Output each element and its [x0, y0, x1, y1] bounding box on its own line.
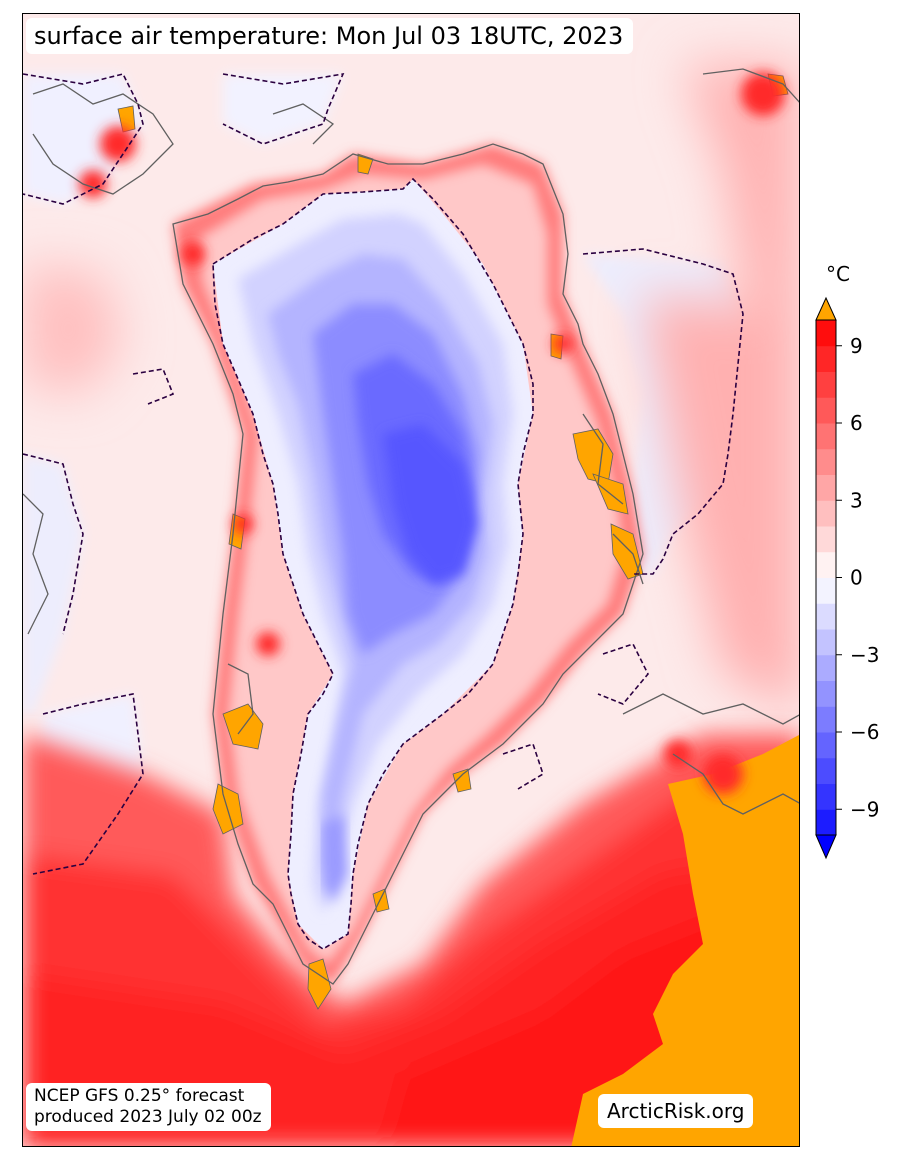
colorbar-unit: °C	[826, 262, 850, 286]
colorbar-band	[816, 500, 836, 527]
colorbar-band	[816, 680, 836, 707]
zero-contours	[23, 72, 744, 950]
colorbar-band	[816, 654, 836, 681]
colorbar-band	[816, 526, 836, 553]
colorbar-band	[816, 448, 836, 475]
colorbar-tick-label: 0	[850, 566, 863, 590]
temperature-map	[23, 14, 799, 1146]
colorbar-tick-label: −6	[850, 720, 879, 744]
colorbar-band	[816, 706, 836, 733]
atlantic-warm-band	[23, 734, 799, 1146]
map-title-text: surface air temperature: Mon Jul 03 18UT…	[34, 22, 624, 50]
colorbar-band	[816, 371, 836, 398]
colorbar-band	[816, 551, 836, 578]
ice-sheet	[213, 179, 533, 949]
colorbar-band	[816, 423, 836, 450]
source-line-2: produced 2023 July 02 00z	[34, 1107, 262, 1127]
coastlines	[23, 68, 799, 985]
colorbar-tick-label: 6	[850, 411, 863, 435]
colorbar-tick-label: 9	[850, 334, 863, 358]
coastal-red-spots	[79, 72, 785, 794]
colorbar-band	[816, 577, 836, 604]
colorbar-extend-min	[815, 834, 837, 860]
source-note: NCEP GFS 0.25° forecast produced 2023 Ju…	[26, 1083, 271, 1131]
colorbar-band	[816, 783, 836, 810]
colorbar-band	[816, 603, 836, 630]
colorbar-band	[816, 345, 836, 372]
map-title: surface air temperature: Mon Jul 03 18UT…	[26, 18, 634, 54]
hot-patch-southeast	[571, 735, 799, 1146]
colorbar-bands	[816, 320, 836, 836]
colorbar-band	[816, 397, 836, 424]
colorbar-band	[816, 474, 836, 501]
warm-halos	[23, 64, 799, 713]
colorbar-band	[816, 320, 836, 347]
colorbar-band	[816, 732, 836, 759]
credit-text: ArcticRisk.org	[607, 1099, 745, 1123]
colorbar: 9 6 3 0 −3 −6 −9	[815, 296, 879, 860]
colorbar-band	[816, 757, 836, 784]
source-line-1: NCEP GFS 0.25° forecast	[34, 1086, 245, 1106]
colorbar-ticks: 9 6 3 0 −3 −6 −9	[836, 334, 879, 821]
map-panel	[22, 13, 800, 1147]
credit-label: ArcticRisk.org	[598, 1094, 754, 1128]
colorbar-tick-label: −9	[850, 797, 879, 821]
colorbar-band	[816, 629, 836, 656]
colorbar-tick-label: 3	[850, 488, 863, 512]
colorbar-extend-max	[815, 296, 837, 321]
colorbar-band	[816, 809, 836, 836]
colorbar-tick-label: −3	[850, 643, 879, 667]
